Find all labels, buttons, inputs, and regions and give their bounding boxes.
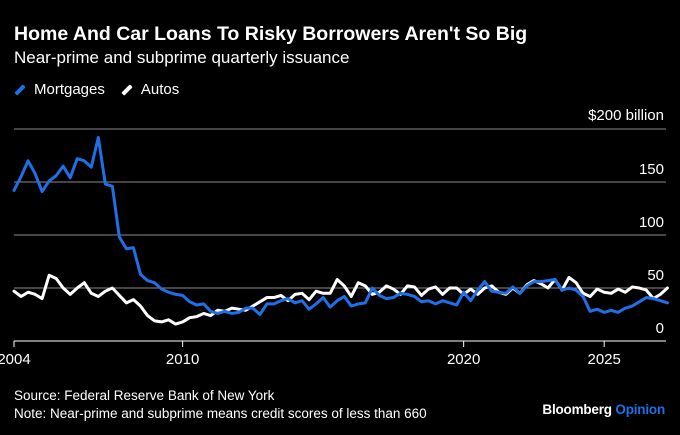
chart-title: Home And Car Loans To Risky Borrowers Ar…	[14, 23, 528, 45]
x-tick-label-2004: 2004	[0, 351, 31, 368]
brand-name: Bloomberg	[542, 402, 612, 417]
y-axis-label: $200 billion	[588, 107, 664, 124]
y-tick-label-150: 150	[639, 161, 664, 178]
y-tick-label-100: 100	[639, 214, 664, 231]
legend-label-autos: Autos	[140, 81, 180, 98]
legend-item-autos: Autos	[121, 81, 179, 98]
chart-subtitle: Near-prime and subprime quarterly issuan…	[14, 48, 350, 67]
x-tick-label-2010: 2010	[166, 351, 199, 368]
legend-label-mortgages: Mortgages	[34, 81, 105, 98]
series-line-mortgages	[12, 135, 669, 316]
y-tick-label-0: 0	[656, 320, 664, 337]
footnote: Note: Near-prime and subprime means cred…	[14, 406, 427, 421]
y-tick-label-50: 50	[647, 267, 664, 284]
x-tick-label-2020: 2020	[447, 351, 480, 368]
brand-product: Opinion	[615, 402, 665, 417]
brand-logo: Bloomberg Opinion	[542, 402, 665, 417]
legend: Mortgages Autos	[14, 81, 195, 98]
source-note: Source: Federal Reserve Bank of New York	[14, 388, 275, 403]
x-tick-label-2025: 2025	[587, 351, 620, 368]
legend-item-mortgages: Mortgages	[14, 81, 105, 98]
